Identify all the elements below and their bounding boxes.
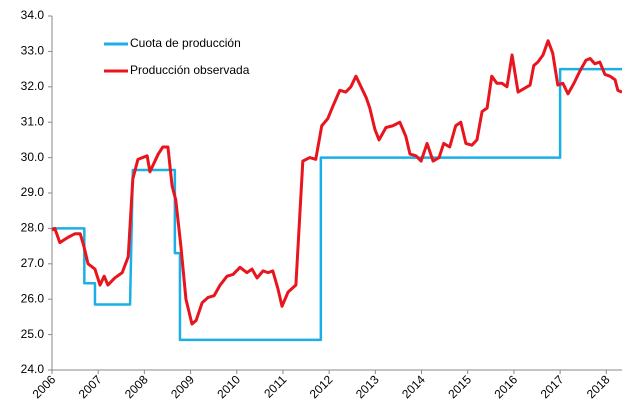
legend-label: Cuota de producción xyxy=(130,36,241,50)
y-tick-label: 27.0 xyxy=(21,256,45,270)
x-tick-label: 2010 xyxy=(214,372,243,401)
y-tick-label: 34.0 xyxy=(21,8,45,22)
y-tick-label: 30.0 xyxy=(21,150,45,164)
y-tick-label: 31.0 xyxy=(21,114,45,128)
x-tick-label: 2013 xyxy=(353,372,382,401)
x-tick-label: 2008 xyxy=(122,372,151,401)
series-line xyxy=(52,67,622,342)
x-tick-label: 2012 xyxy=(307,372,336,401)
x-tick-label: 2011 xyxy=(261,372,289,400)
y-tick-label: 32.0 xyxy=(21,79,45,93)
x-tick-label: 2009 xyxy=(168,372,197,401)
y-tick-label: 25.0 xyxy=(21,327,45,341)
x-tick-label: 2016 xyxy=(491,372,520,401)
series-line xyxy=(51,39,622,326)
x-tick-label: 2015 xyxy=(445,372,474,401)
x-tick-label: 2017 xyxy=(538,372,567,401)
legend-label: Producción observada xyxy=(130,63,250,77)
x-tick-label: 2014 xyxy=(399,372,428,401)
x-tick-label: 2007 xyxy=(76,372,105,401)
y-tick-label: 26.0 xyxy=(21,291,45,305)
y-tick-label: 28.0 xyxy=(21,221,45,235)
y-tick-label: 24.0 xyxy=(21,362,45,376)
y-tick-label: 33.0 xyxy=(21,44,45,58)
y-tick-label: 29.0 xyxy=(21,185,45,199)
x-tick-label: 2018 xyxy=(584,372,613,401)
x-tick-label: 2006 xyxy=(30,372,59,401)
